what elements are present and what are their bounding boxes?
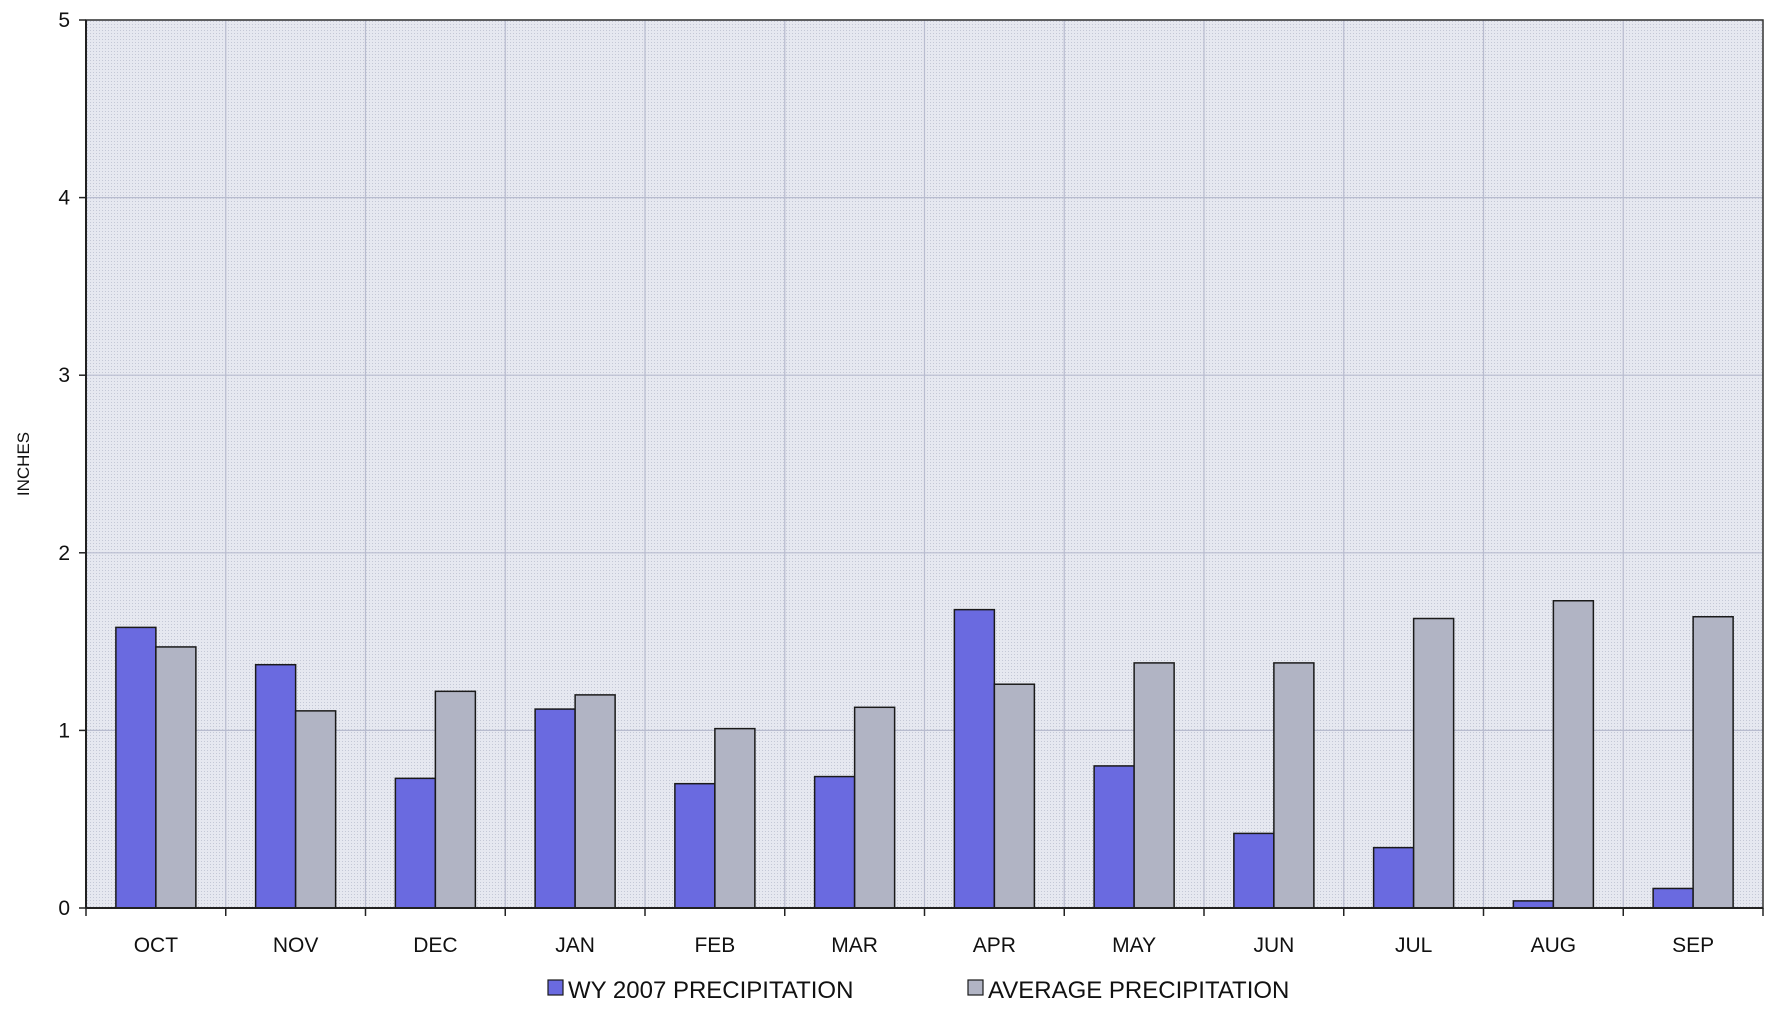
- y-tick-label: 3: [58, 364, 70, 387]
- x-tick-label-jan: JAN: [555, 934, 595, 957]
- bar-average-apr: [994, 684, 1034, 908]
- x-tick-label-feb: FEB: [694, 934, 735, 957]
- bar-average-may: [1134, 663, 1174, 908]
- bar-wy2007-jul: [1374, 848, 1414, 908]
- bar-average-oct: [156, 647, 196, 908]
- bar-average-nov: [296, 711, 336, 908]
- bar-wy2007-dec: [395, 778, 435, 908]
- bar-average-mar: [855, 707, 895, 908]
- legend-label-wy2007: WY 2007 PRECIPITATION: [568, 977, 853, 1004]
- x-tick-label-jul: JUL: [1395, 934, 1432, 957]
- bar-average-jul: [1414, 619, 1454, 908]
- x-tick-label-sep: SEP: [1672, 934, 1714, 957]
- x-tick-label-dec: DEC: [413, 934, 457, 957]
- x-tick-label-jun: JUN: [1253, 934, 1294, 957]
- x-tick-label-oct: OCT: [134, 934, 179, 957]
- bar-average-jan: [575, 695, 615, 908]
- legend-label-average: AVERAGE PRECIPITATION: [988, 977, 1289, 1004]
- bar-wy2007-sep: [1653, 888, 1693, 908]
- legend: WY 2007 PRECIPITATION AVERAGE PRECIPITATI…: [548, 977, 1289, 1004]
- bar-wy2007-jun: [1234, 833, 1274, 908]
- bar-wy2007-oct: [116, 627, 156, 908]
- y-tick-label: 2: [58, 542, 70, 565]
- bar-average-feb: [715, 729, 755, 908]
- bar-wy2007-feb: [675, 784, 715, 908]
- bar-average-dec: [435, 691, 475, 908]
- y-tick-label: 4: [58, 187, 70, 210]
- bar-wy2007-mar: [815, 777, 855, 908]
- legend-swatch-average: [968, 980, 983, 995]
- legend-swatch-wy2007: [548, 980, 563, 995]
- bar-wy2007-may: [1094, 766, 1134, 908]
- y-axis-title: INCHES: [14, 432, 33, 496]
- bar-average-aug: [1553, 601, 1593, 908]
- x-tick-label-nov: NOV: [273, 934, 319, 957]
- x-tick-label-mar: MAR: [831, 934, 878, 957]
- bar-wy2007-apr: [954, 610, 994, 908]
- bar-average-sep: [1693, 617, 1733, 908]
- bar-wy2007-aug: [1513, 901, 1553, 908]
- bar-average-jun: [1274, 663, 1314, 908]
- x-tick-label-apr: APR: [973, 934, 1016, 957]
- y-tick-label: 5: [58, 9, 70, 32]
- x-tick-label-may: MAY: [1112, 934, 1156, 957]
- bar-wy2007-jan: [535, 709, 575, 908]
- bar-wy2007-nov: [256, 665, 296, 908]
- y-tick-label: 1: [58, 719, 70, 742]
- y-tick-label: 0: [58, 897, 70, 920]
- x-tick-label-aug: AUG: [1531, 934, 1577, 957]
